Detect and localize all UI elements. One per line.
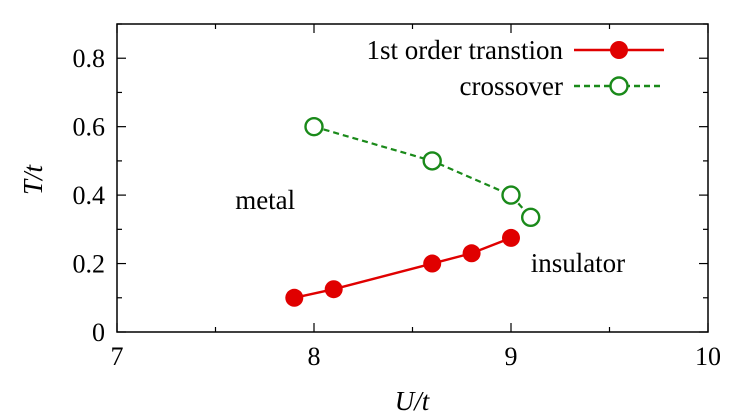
axis-ticks xyxy=(116,23,709,333)
series-1 xyxy=(285,228,520,307)
legend: 1st order transtion crossover xyxy=(367,35,664,101)
series-line xyxy=(313,125,532,219)
x-axis-title: U/t xyxy=(395,386,431,416)
x-tick-label: 7 xyxy=(111,342,124,371)
data-point xyxy=(304,116,324,137)
data-point xyxy=(324,280,343,299)
data-point xyxy=(501,185,521,205)
data-point xyxy=(502,228,520,247)
x-tick-label: 9 xyxy=(505,342,518,371)
plot-frame xyxy=(116,23,709,333)
x-tick-label: 10 xyxy=(695,342,721,371)
y-tick-label: 0.4 xyxy=(73,181,106,210)
legend-label: crossover xyxy=(460,71,563,101)
y-tick-label: 0.2 xyxy=(73,250,106,279)
data-point xyxy=(423,254,442,273)
region-label: insulator xyxy=(531,248,626,278)
data-point xyxy=(422,151,442,171)
legend-marker xyxy=(609,76,629,96)
tick-labels: 7 8 9 10 0 0.2 0.4 0.6 0.8 xyxy=(73,44,722,371)
y-tick-label: 0.8 xyxy=(73,44,106,73)
annotations: metal insulator xyxy=(235,185,625,278)
series-layer xyxy=(285,116,541,307)
data-point xyxy=(462,244,481,263)
x-tick-label: 8 xyxy=(308,342,321,371)
y-tick-label: 0 xyxy=(92,318,105,347)
series-2 xyxy=(304,116,541,228)
data-point xyxy=(285,288,304,307)
data-point xyxy=(521,207,541,228)
y-axis-title: T/t xyxy=(18,163,48,195)
y-tick-label: 0.6 xyxy=(73,113,106,142)
legend-marker xyxy=(610,41,628,59)
region-label: metal xyxy=(235,185,295,215)
legend-label: 1st order transtion xyxy=(367,35,564,65)
